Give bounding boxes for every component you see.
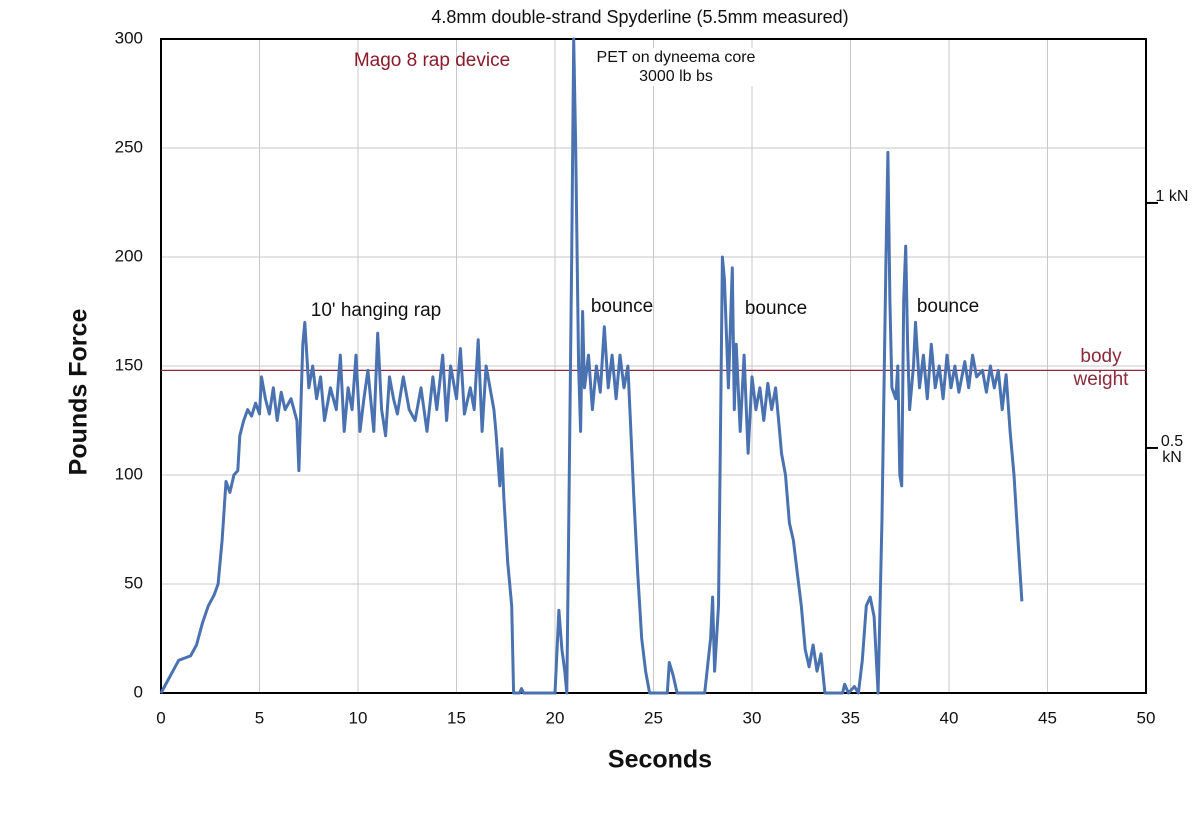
x-tick-label: 10: [349, 708, 368, 727]
x-tick-label: 30: [743, 708, 762, 727]
x-tick-label: 5: [255, 708, 264, 727]
y-tick-label: 300: [115, 28, 143, 47]
y-tick-label: 0: [134, 682, 143, 701]
chart-title: 4.8mm double-strand Spyderline (5.5mm me…: [431, 7, 848, 27]
x-axis-label: Seconds: [608, 746, 712, 774]
annotation: Mago 8 rap device: [353, 50, 511, 71]
reference-label: body weight: [1073, 346, 1129, 391]
x-tick-label: 15: [447, 708, 466, 727]
annotation: bounce: [590, 296, 654, 317]
y2-tick-label: 0.5 kN: [1160, 432, 1184, 466]
x-tick-label: 25: [644, 708, 663, 727]
y-tick-label: 100: [115, 464, 143, 483]
y2-tick-label: 1 kN: [1155, 187, 1189, 205]
annotation: PET on dyneema core 3000 lb bs: [576, 48, 776, 87]
annotation: 10' hanging rap: [310, 300, 442, 321]
x-tick-label: 40: [940, 708, 959, 727]
data-line: [159, 37, 1024, 695]
x-tick-label: 50: [1137, 708, 1156, 727]
y-tick-label: 200: [115, 246, 143, 265]
x-tick-label: 35: [841, 708, 860, 727]
y-tick-label: 50: [124, 573, 143, 592]
x-tick-label: 45: [1038, 708, 1057, 727]
y-tick-label: 250: [115, 137, 143, 156]
y-axis-label: Pounds Force: [65, 309, 93, 476]
x-tick-label: 0: [156, 708, 165, 727]
annotation: bounce: [744, 298, 808, 319]
y-tick-label: 150: [115, 355, 143, 374]
x-tick-label: 20: [546, 708, 565, 727]
annotation: bounce: [916, 296, 980, 317]
